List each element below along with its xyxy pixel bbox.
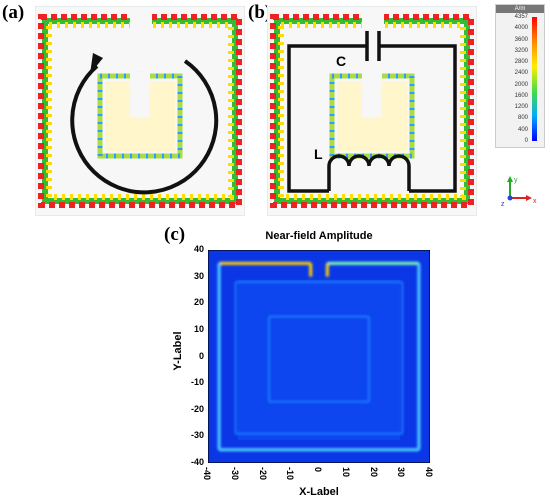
y-axis-label: Y-Label	[172, 331, 184, 371]
capacitor-label: C	[336, 53, 347, 69]
colorbar-tick: 2800	[514, 59, 528, 66]
x-tick-label: 40	[424, 467, 434, 478]
colorbar-tick: 0	[524, 138, 528, 144]
colorbar-tick: 1600	[514, 92, 528, 99]
x-tick-label: 20	[368, 467, 379, 478]
x-tick-label: 10	[340, 467, 351, 478]
y-tick-label: 0	[198, 350, 204, 361]
x-tick-label: 0	[313, 467, 323, 473]
inductor-label: L	[314, 146, 323, 162]
colorbar-tick: 1200	[514, 104, 528, 111]
panel-a-current-map	[35, 6, 245, 216]
triad-x: x	[533, 198, 537, 205]
colorbar-tick: 2000	[514, 81, 528, 88]
colorbar-tick: 3600	[514, 36, 528, 43]
y-tick-label: 20	[193, 297, 204, 308]
x-tick-label: -40	[202, 467, 212, 481]
y-tick-label: -20	[190, 403, 204, 414]
y-tick-label: 30	[193, 270, 204, 281]
x-tick-label: -30	[229, 467, 240, 481]
current-direction-arrow	[70, 59, 219, 195]
panel-c-label: (c)	[164, 224, 186, 245]
triad-z: z	[501, 201, 505, 208]
colorbar-tick: 2400	[514, 70, 528, 77]
colorbar: A/m 4357 4000 3600 3200 2800 2400 2000 1600 1200…	[495, 4, 545, 148]
y-tick-label: -30	[190, 430, 204, 441]
x-axis-label: X-Label	[299, 486, 339, 498]
x-tick-label: -20	[257, 467, 268, 481]
y-tick-label: 40	[193, 244, 204, 254]
colorbar-tick: 800	[517, 115, 528, 122]
lc-circuit-overlay	[287, 31, 457, 193]
axes-triad-icon: y z x	[501, 176, 537, 208]
heatmap-title: Near-field Amplitude	[265, 230, 373, 242]
panel-b-equivalent-circuit	[267, 6, 477, 216]
colorbar-unit: A/m	[496, 5, 544, 13]
colorbar-tick: 4357	[514, 14, 528, 20]
colorbar-tick: 400	[517, 126, 528, 133]
x-tick-label: 30	[396, 467, 407, 478]
y-tick-label: -10	[190, 377, 204, 388]
panel-a-label: (a)	[2, 2, 25, 23]
near-field-heatmap	[208, 250, 430, 463]
y-tick-label: 10	[193, 323, 204, 334]
triad-y: y	[514, 177, 518, 184]
colorbar-tick: 3200	[514, 47, 528, 54]
colorbar-gradient	[532, 17, 537, 141]
x-tick-label: -10	[285, 467, 296, 481]
panel-b-label: (b)	[248, 2, 272, 23]
y-tick-label: -40	[190, 457, 204, 467]
colorbar-tick: 4000	[514, 25, 528, 32]
